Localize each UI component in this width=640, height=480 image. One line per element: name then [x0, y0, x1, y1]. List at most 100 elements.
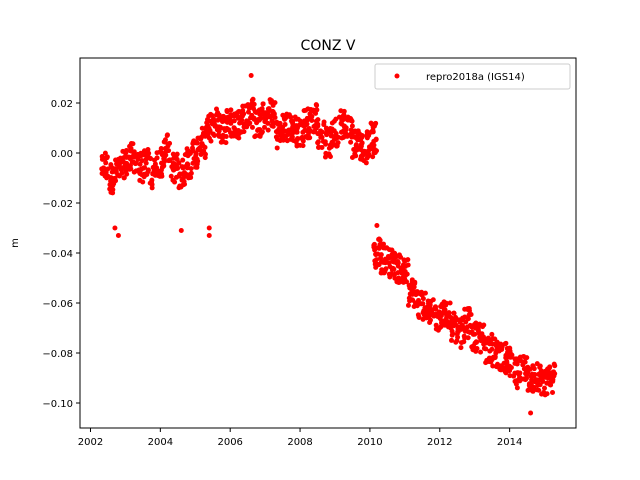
data-point [199, 141, 205, 147]
data-point [401, 257, 407, 263]
data-point [260, 101, 266, 107]
data-point [474, 339, 480, 345]
data-point [326, 145, 332, 151]
outlier-point [528, 410, 534, 416]
data-point [388, 271, 394, 277]
data-point [113, 168, 119, 174]
data-point [270, 102, 276, 108]
data-point [270, 108, 276, 114]
data-point [110, 181, 116, 187]
data-point [162, 137, 168, 143]
data-point [443, 300, 449, 306]
data-point [217, 124, 223, 130]
data-point [359, 134, 365, 140]
data-point [514, 385, 520, 391]
data-point [539, 391, 545, 397]
data-point [304, 115, 310, 121]
data-point [455, 329, 461, 335]
data-point [395, 263, 401, 269]
data-point [373, 137, 379, 143]
x-tick-label: 2006 [217, 437, 242, 448]
data-point [304, 128, 310, 134]
data-point [309, 114, 315, 120]
data-point [504, 360, 510, 366]
data-point [359, 140, 365, 146]
x-tick-label: 2012 [427, 437, 452, 448]
data-point [269, 123, 275, 129]
data-point [416, 314, 422, 320]
data-point [295, 116, 301, 122]
data-point [449, 328, 455, 334]
data-point [128, 145, 134, 151]
data-point [288, 127, 294, 133]
data-point [282, 116, 288, 122]
data-point [534, 387, 540, 393]
data-point [259, 106, 265, 112]
data-point [370, 154, 376, 160]
data-point [451, 310, 457, 316]
data-point [392, 254, 398, 260]
data-point [314, 107, 320, 113]
data-point [281, 133, 287, 139]
data-point [477, 335, 483, 341]
data-point [405, 257, 411, 263]
legend: repro2018a (IGS14) [374, 63, 571, 90]
data-point [552, 363, 558, 369]
data-point [523, 375, 529, 381]
data-point [315, 117, 321, 123]
x-tick-label: 2002 [78, 437, 103, 448]
data-point [527, 385, 533, 391]
legend-marker [394, 73, 400, 79]
data-point [256, 116, 262, 122]
data-point [462, 314, 468, 320]
data-point [349, 154, 355, 160]
data-point [280, 129, 286, 135]
outlier-point [248, 73, 254, 78]
data-point [518, 358, 524, 364]
data-point [231, 133, 237, 139]
data-point [239, 117, 245, 123]
data-point [389, 267, 395, 273]
data-point [398, 267, 404, 273]
data-point [473, 348, 479, 354]
data-point [433, 322, 439, 328]
data-point [149, 185, 155, 191]
data-point [427, 311, 433, 317]
data-point [101, 165, 107, 171]
data-point [239, 110, 245, 116]
data-point [203, 124, 209, 130]
y-axis-ticks: 0.02 0.00 −0.02 −0.04 −0.06 −0.08 −0.10 [42, 99, 80, 410]
data-point [468, 312, 474, 318]
data-point [469, 329, 475, 335]
data-point [109, 169, 115, 175]
data-point [232, 126, 238, 132]
data-point [142, 152, 148, 158]
data-point [321, 119, 327, 125]
data-point [400, 276, 406, 282]
outlier-point [206, 233, 212, 238]
data-point [180, 157, 186, 163]
data-point [161, 159, 167, 165]
data-point [171, 155, 177, 161]
data-point [308, 128, 314, 134]
data-point [315, 139, 321, 145]
data-point [148, 156, 154, 162]
data-point [120, 148, 126, 154]
data-point [373, 252, 379, 258]
data-point [143, 160, 149, 166]
data-point [246, 120, 252, 126]
data-point [197, 135, 203, 141]
data-point [395, 258, 401, 264]
data-point [341, 112, 347, 118]
data-point [404, 279, 410, 285]
data-point [172, 179, 178, 185]
data-point [316, 144, 322, 150]
data-point [437, 325, 443, 331]
data-point [276, 126, 282, 132]
data-point [372, 258, 378, 264]
outlier-point [178, 228, 184, 233]
data-point [112, 175, 118, 181]
data-point [302, 122, 308, 128]
y-tick-label: −0.10 [42, 399, 73, 410]
data-point [533, 377, 539, 383]
